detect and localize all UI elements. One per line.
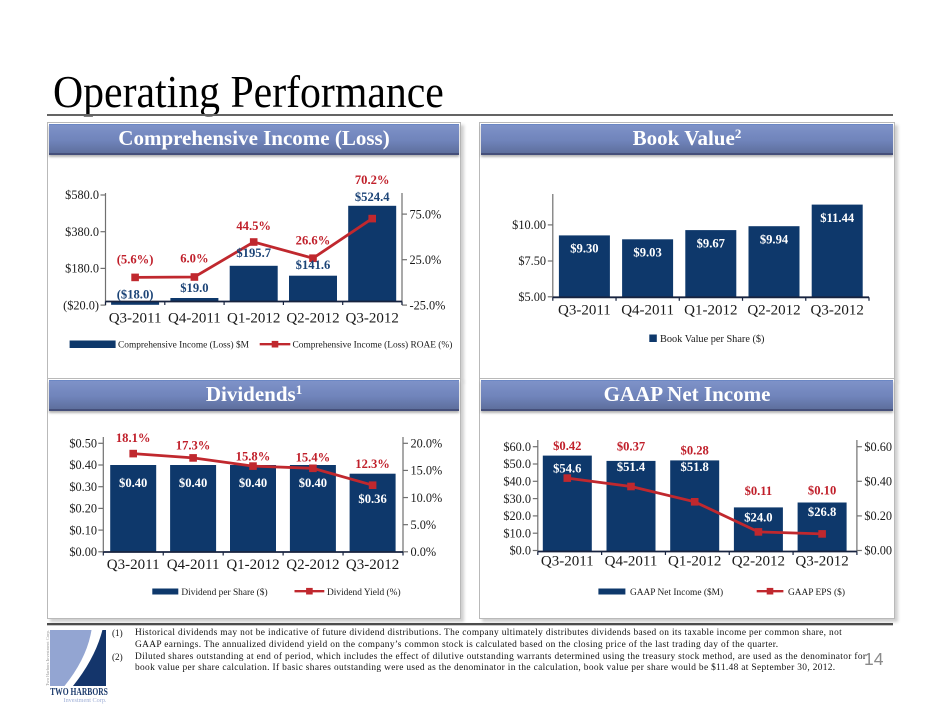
svg-text:Book Value per Share ($): Book Value per Share ($) [660,334,764,345]
svg-text:Q4-2011: Q4-2011 [168,311,221,327]
svg-text:Dividend per Share ($): Dividend per Share ($) [181,587,267,598]
svg-text:$380.0: $380.0 [65,225,99,239]
svg-text:Q4-2011: Q4-2011 [167,557,220,573]
svg-text:26.6%: 26.6% [296,234,331,248]
svg-text:$19.0: $19.0 [180,281,208,295]
svg-text:18.1%: 18.1% [116,431,151,445]
svg-text:$0.20: $0.20 [864,509,892,523]
svg-text:$0.40: $0.40 [299,476,327,490]
svg-text:$0.00: $0.00 [864,544,892,558]
svg-text:Q3-2012: Q3-2012 [346,311,399,327]
svg-text:$9.94: $9.94 [760,233,789,247]
svg-text:$195.7: $195.7 [236,246,271,260]
svg-text:15.0%: 15.0% [411,464,443,478]
svg-text:70.2%: 70.2% [355,173,390,187]
svg-text:Q2-2012: Q2-2012 [732,554,785,570]
svg-text:($18.0): ($18.0) [117,288,154,302]
svg-text:Q3-2011: Q3-2011 [558,303,611,319]
svg-text:Q1-2012: Q1-2012 [227,311,280,327]
svg-text:$10.0: $10.0 [503,526,531,540]
svg-text:12.3%: 12.3% [355,457,390,471]
svg-text:($20.0): ($20.0) [63,298,99,312]
svg-text:$0.11: $0.11 [745,484,773,498]
svg-text:$11.44: $11.44 [820,211,855,225]
svg-text:$9.30: $9.30 [570,242,598,256]
svg-text:$54.6: $54.6 [553,462,581,476]
svg-text:$0.10: $0.10 [808,484,836,498]
svg-text:$524.4: $524.4 [355,190,390,204]
svg-text:$0.40: $0.40 [179,476,207,490]
svg-text:44.5%: 44.5% [236,219,271,233]
svg-text:$0.0: $0.0 [509,544,531,558]
svg-text:GAAP EPS ($): GAAP EPS ($) [788,587,845,598]
svg-text:GAAP Net Income ($M): GAAP Net Income ($M) [630,587,723,598]
svg-text:$9.67: $9.67 [697,236,725,250]
svg-text:Q2-2012: Q2-2012 [286,557,339,573]
svg-text:10.0%: 10.0% [411,491,443,505]
svg-text:Q3-2011: Q3-2011 [541,554,594,570]
svg-text:$9.03: $9.03 [633,246,661,260]
svg-text:Q2-2012: Q2-2012 [747,303,800,319]
svg-text:$40.0: $40.0 [503,475,531,489]
svg-text:$5.00: $5.00 [518,290,546,304]
svg-text:$0.00: $0.00 [69,545,97,559]
svg-text:$60.0: $60.0 [503,440,531,454]
svg-text:17.3%: 17.3% [176,438,211,452]
svg-text:Q3-2011: Q3-2011 [109,311,162,327]
svg-text:$141.6: $141.6 [296,258,331,272]
svg-text:$51.4: $51.4 [617,460,646,474]
svg-text:$0.60: $0.60 [864,440,892,454]
svg-text:$580.0: $580.0 [65,188,99,202]
svg-text:$0.10: $0.10 [69,523,97,537]
svg-text:Q1-2012: Q1-2012 [668,554,721,570]
svg-text:$50.0: $50.0 [503,457,531,471]
svg-text:Comprehensive Income (Loss) $M: Comprehensive Income (Loss) $M [118,340,250,351]
svg-text:15.8%: 15.8% [236,450,271,464]
svg-text:Q3-2011: Q3-2011 [107,557,160,573]
svg-text:$180.0: $180.0 [65,262,99,276]
svg-text:0.0%: 0.0% [411,545,437,559]
svg-text:$10.00: $10.00 [512,218,546,232]
svg-text:(5.6%): (5.6%) [117,253,154,267]
svg-text:$51.8: $51.8 [681,460,709,474]
svg-text:25.0%: 25.0% [410,253,442,267]
svg-text:$0.40: $0.40 [119,476,147,490]
svg-text:Q4-2011: Q4-2011 [621,303,674,319]
svg-text:6.0%: 6.0% [180,251,208,265]
svg-text:$0.40: $0.40 [69,458,97,472]
svg-text:Comprehensive Income (Loss) RO: Comprehensive Income (Loss) ROAE (%) [293,340,453,351]
svg-text:Q4-2011: Q4-2011 [605,554,658,570]
svg-text:$0.50: $0.50 [69,437,97,451]
svg-text:$30.0: $30.0 [503,492,531,506]
svg-text:$0.37: $0.37 [617,440,645,454]
svg-text:Q3-2012: Q3-2012 [346,557,399,573]
svg-text:Dividend Yield (%): Dividend Yield (%) [327,587,401,598]
svg-text:$0.40: $0.40 [239,476,267,490]
svg-text:15.4%: 15.4% [296,451,331,465]
svg-text:$0.36: $0.36 [358,492,386,506]
svg-text:$20.0: $20.0 [503,509,531,523]
svg-text:-25.0%: -25.0% [410,298,446,312]
svg-text:$7.50: $7.50 [518,254,546,268]
svg-text:5.0%: 5.0% [411,518,437,532]
svg-text:75.0%: 75.0% [410,207,442,221]
svg-text:$24.0: $24.0 [744,511,772,525]
svg-text:$26.8: $26.8 [808,505,836,519]
svg-text:$0.42: $0.42 [553,439,581,453]
svg-text:Q1-2012: Q1-2012 [684,303,737,319]
svg-text:$0.40: $0.40 [864,475,892,489]
svg-text:Q3-2012: Q3-2012 [795,554,848,570]
svg-text:$0.20: $0.20 [69,502,97,516]
svg-text:20.0%: 20.0% [411,437,443,451]
svg-text:$0.30: $0.30 [69,480,97,494]
svg-text:$0.28: $0.28 [681,444,709,458]
svg-text:Q3-2012: Q3-2012 [811,303,864,319]
svg-text:Q2-2012: Q2-2012 [286,311,339,327]
svg-text:Q1-2012: Q1-2012 [226,557,279,573]
